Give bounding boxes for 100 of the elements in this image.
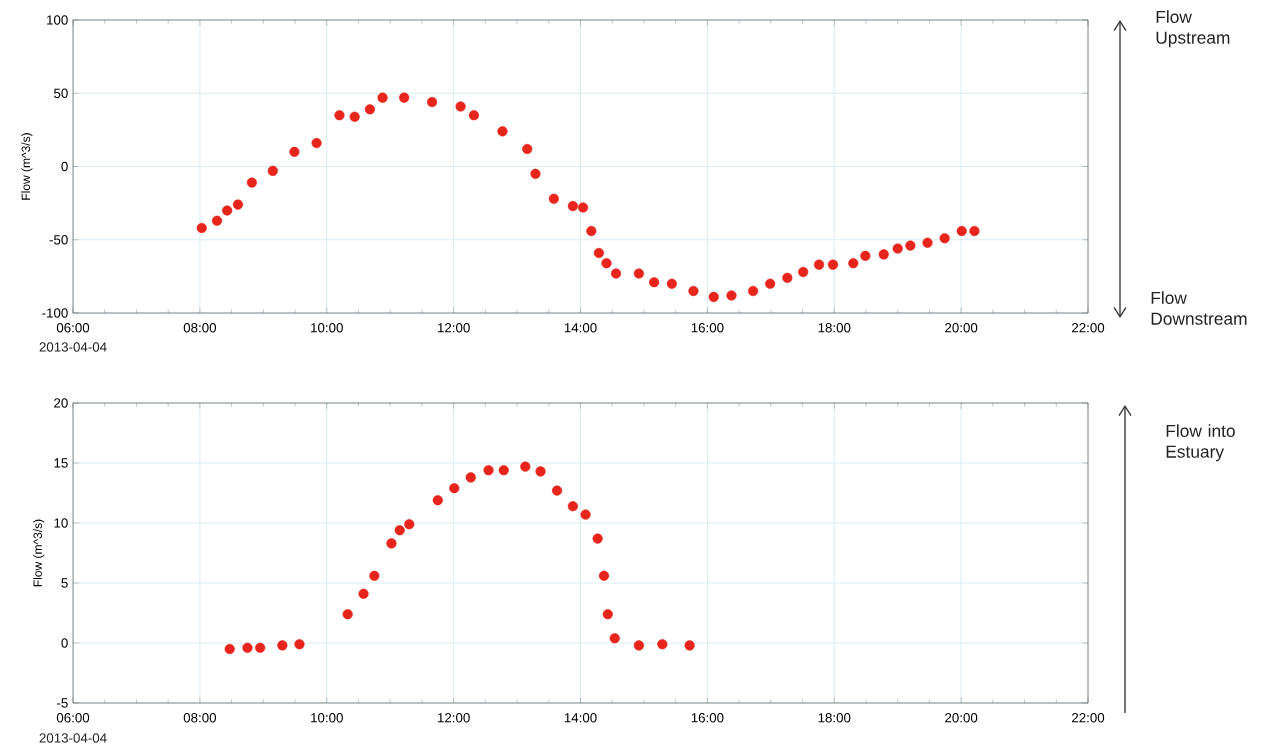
point [848, 258, 859, 269]
point [602, 609, 613, 620]
point [765, 278, 776, 289]
point [364, 104, 375, 115]
point [404, 519, 415, 530]
y-tick-label: 0 [61, 638, 68, 648]
point [827, 259, 839, 270]
x-tick-label: 08:00 [183, 713, 217, 723]
y-tick-label: 20 [54, 398, 68, 408]
point [196, 222, 207, 234]
point [358, 588, 369, 599]
point [782, 272, 793, 283]
y-tick-label: 0 [61, 161, 68, 172]
point [246, 177, 257, 188]
y-tick-label: -50 [49, 235, 68, 245]
point [386, 538, 397, 549]
point [580, 509, 591, 520]
point [586, 225, 597, 237]
x-tick-label: 22:00 [1072, 323, 1105, 333]
point [222, 205, 233, 216]
point [483, 465, 494, 476]
text: Flow Downstream [1151, 291, 1247, 325]
point [267, 165, 278, 176]
y-axis-title: Flow (m^3/s) [21, 133, 33, 200]
point [497, 126, 508, 137]
x-tick-label: 18:00 [818, 323, 851, 333]
y-tick-label: -5 [57, 698, 68, 708]
y-axis-title: Flow (m^3/s) [33, 519, 45, 587]
point [369, 570, 380, 581]
point [535, 466, 546, 477]
y-tick-label: 50 [54, 88, 68, 98]
point [277, 640, 288, 651]
point [242, 642, 253, 653]
x-tick-label: 22:00 [1071, 713, 1105, 723]
point [520, 461, 531, 472]
point [969, 225, 980, 237]
x-tick-label: 12:00 [437, 713, 470, 723]
point [548, 193, 559, 204]
point [530, 168, 541, 179]
point [657, 639, 668, 650]
point [905, 240, 916, 251]
point [860, 250, 871, 261]
point [498, 465, 509, 476]
point [211, 215, 223, 226]
x-tick-label: 16:00 [691, 323, 724, 333]
x-tick-label: 08:00 [183, 323, 217, 333]
point [432, 495, 443, 506]
point [922, 237, 933, 248]
x-tick-label: 10:00 [311, 323, 343, 333]
point [394, 525, 405, 536]
point [577, 202, 589, 213]
x-tick-label: 12:00 [437, 323, 470, 333]
point [598, 570, 610, 581]
point [726, 290, 737, 301]
x-tick-label: 14:00 [564, 323, 597, 333]
point [294, 639, 305, 650]
point [633, 640, 644, 651]
point [666, 278, 677, 289]
point [551, 485, 563, 496]
point [798, 266, 809, 278]
point [377, 92, 388, 103]
y-tick-label: 15 [54, 458, 68, 468]
x-tick-label: 10:00 [311, 713, 343, 723]
point [255, 642, 266, 653]
point [688, 285, 699, 297]
point [567, 200, 578, 212]
point [878, 249, 889, 260]
point [567, 501, 578, 512]
text: Flow Upstream [1156, 10, 1230, 48]
x-tick-label: 06:00 [56, 713, 90, 723]
point [342, 609, 353, 620]
point [224, 643, 235, 655]
point [349, 111, 360, 122]
y-tick-label: 5 [61, 578, 68, 588]
point [455, 101, 466, 112]
point [813, 259, 825, 270]
point [601, 258, 612, 269]
x-tick-label: 18:00 [818, 713, 851, 723]
point [465, 472, 476, 483]
point [892, 243, 903, 254]
y-tick-label: -100 [42, 308, 68, 318]
point [609, 633, 620, 644]
point [399, 92, 410, 103]
point [633, 268, 644, 279]
point [232, 199, 244, 210]
point [449, 483, 460, 494]
point [289, 146, 300, 157]
point [311, 138, 322, 149]
point [468, 110, 479, 121]
point [649, 277, 660, 288]
y-tick-label: 100 [47, 15, 68, 25]
point [708, 291, 719, 302]
point [334, 110, 345, 121]
text: 2013-04-04 [39, 342, 107, 352]
text: Flow into Estuary [1166, 424, 1235, 462]
point [610, 268, 622, 279]
point [684, 640, 695, 651]
point [939, 233, 950, 244]
point [426, 96, 438, 108]
point [522, 143, 533, 154]
